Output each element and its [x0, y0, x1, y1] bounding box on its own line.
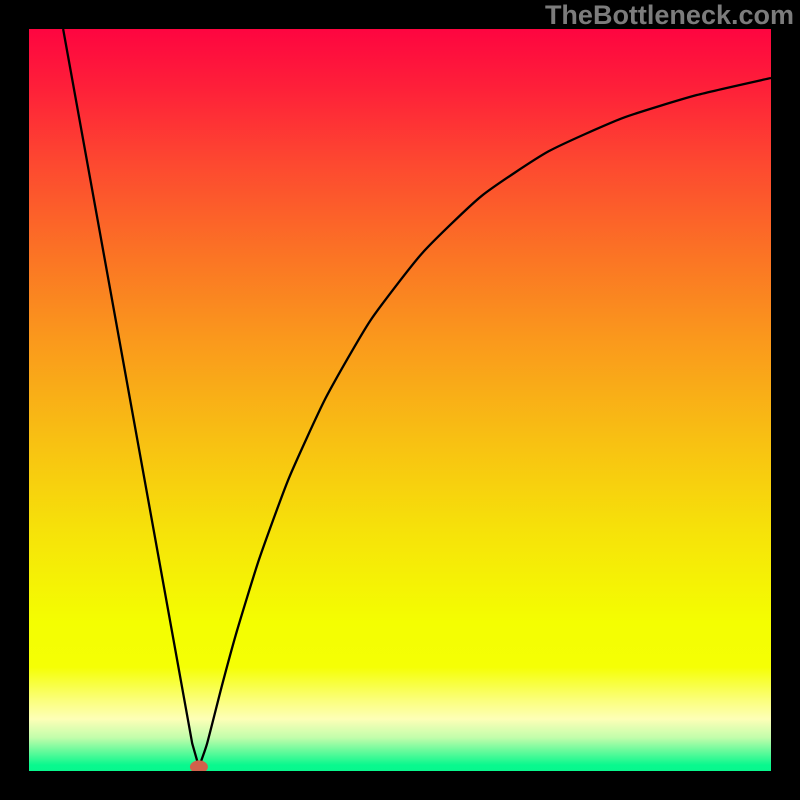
gradient-background — [29, 29, 771, 771]
watermark-text: TheBottleneck.com — [545, 0, 794, 31]
figure-container: { "canvas": { "width": 800, "height": 80… — [0, 0, 800, 800]
chart-svg — [29, 29, 771, 771]
plot-area — [29, 29, 771, 771]
